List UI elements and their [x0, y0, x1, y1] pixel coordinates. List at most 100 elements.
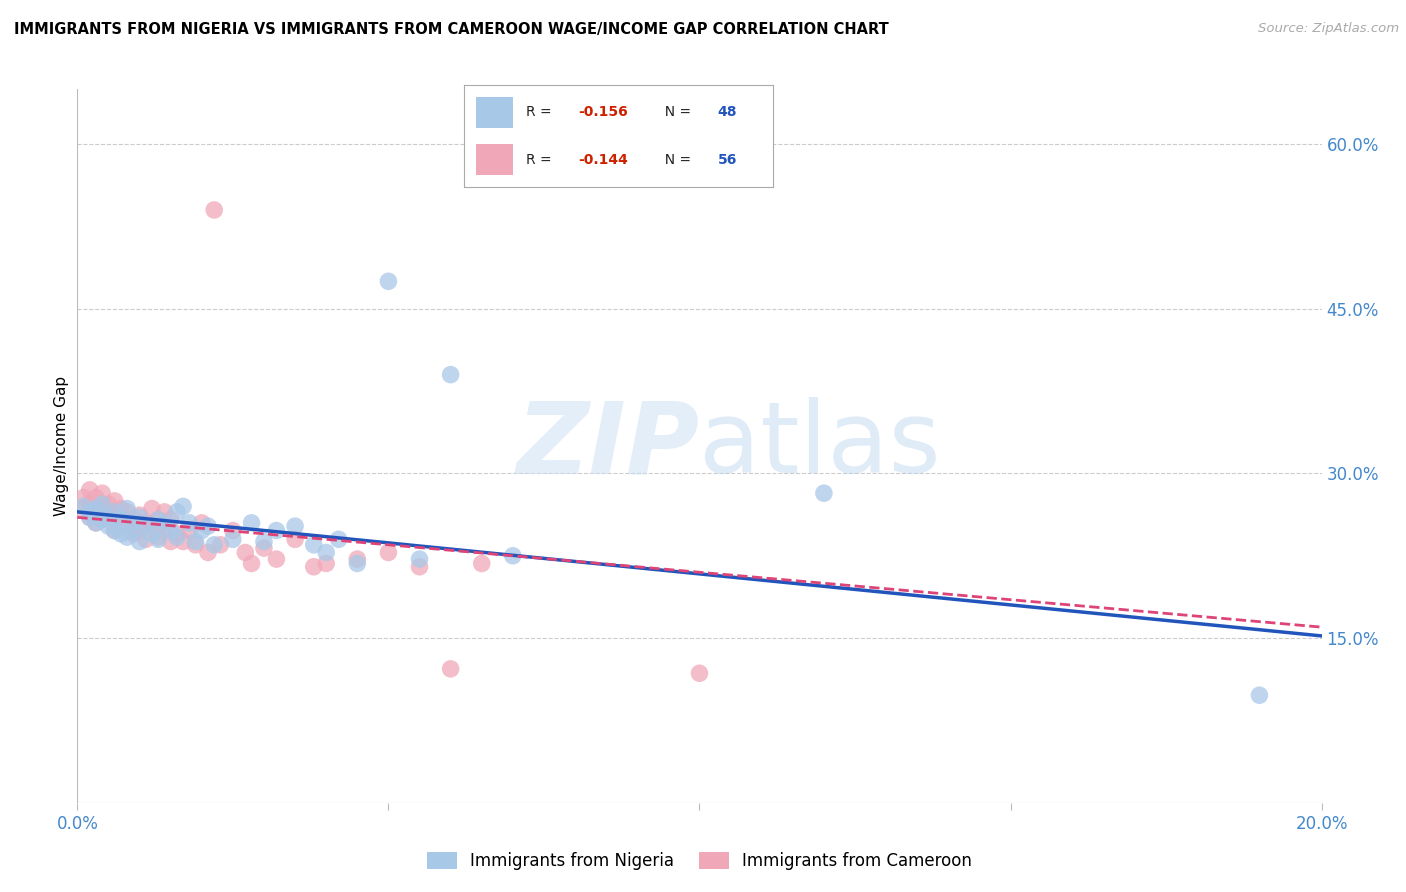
Point: [346, 557, 368, 571]
Point: [166, 526, 188, 541]
Point: [253, 541, 276, 555]
Point: [408, 552, 430, 566]
Point: [172, 500, 194, 514]
Point: [104, 505, 127, 519]
Point: [104, 524, 127, 538]
Point: [302, 559, 325, 574]
Point: [115, 505, 138, 519]
Point: [148, 512, 170, 526]
Point: [148, 533, 170, 547]
Point: [166, 505, 188, 519]
Point: [153, 516, 176, 530]
Point: [72, 500, 94, 514]
Legend: Immigrants from Nigeria, Immigrants from Cameroon: Immigrants from Nigeria, Immigrants from…: [420, 845, 979, 877]
Point: [84, 491, 107, 505]
Point: [166, 530, 188, 544]
Text: -0.144: -0.144: [578, 153, 628, 167]
Point: [84, 516, 107, 530]
Point: [440, 368, 463, 382]
Point: [104, 524, 127, 538]
Point: [179, 524, 201, 538]
Y-axis label: Wage/Income Gap: Wage/Income Gap: [53, 376, 69, 516]
Point: [84, 501, 107, 516]
Point: [104, 512, 127, 526]
Point: [222, 533, 245, 547]
Point: [159, 534, 181, 549]
Point: [689, 666, 711, 681]
Point: [91, 512, 114, 526]
Text: ZIP: ZIP: [516, 398, 700, 494]
Text: 56: 56: [717, 153, 737, 167]
Text: R =: R =: [526, 105, 555, 120]
Point: [128, 524, 150, 538]
Point: [91, 501, 114, 516]
Point: [222, 524, 245, 538]
Point: [110, 516, 132, 530]
Point: [197, 519, 219, 533]
Point: [377, 274, 399, 288]
Point: [141, 519, 163, 533]
Point: [135, 533, 157, 547]
Point: [302, 538, 325, 552]
Point: [97, 519, 120, 533]
Point: [110, 512, 132, 526]
Point: [184, 538, 207, 552]
Point: [202, 202, 225, 217]
Point: [79, 510, 101, 524]
Point: [377, 545, 399, 559]
Point: [72, 501, 94, 516]
Point: [97, 508, 120, 523]
Point: [122, 512, 145, 526]
Point: [128, 510, 150, 524]
Point: [240, 516, 263, 530]
Text: N =: N =: [655, 105, 695, 120]
Point: [813, 486, 835, 500]
Point: [91, 486, 114, 500]
Point: [104, 494, 127, 508]
Point: [97, 497, 120, 511]
Text: R =: R =: [526, 153, 555, 167]
Point: [315, 545, 337, 559]
Point: [135, 519, 157, 533]
Point: [148, 530, 170, 544]
Point: [172, 534, 194, 549]
Point: [328, 533, 350, 547]
Point: [91, 497, 114, 511]
Point: [179, 516, 201, 530]
Point: [79, 510, 101, 524]
Point: [253, 534, 276, 549]
Point: [209, 538, 232, 552]
Point: [346, 552, 368, 566]
Text: IMMIGRANTS FROM NIGERIA VS IMMIGRANTS FROM CAMEROON WAGE/INCOME GAP CORRELATION : IMMIGRANTS FROM NIGERIA VS IMMIGRANTS FR…: [14, 22, 889, 37]
Point: [440, 662, 463, 676]
Point: [148, 512, 170, 526]
Point: [159, 512, 181, 526]
Point: [79, 505, 101, 519]
Point: [202, 538, 225, 552]
Point: [153, 524, 176, 538]
Point: [284, 519, 307, 533]
Text: -0.156: -0.156: [578, 105, 628, 120]
Point: [240, 557, 263, 571]
Point: [408, 559, 430, 574]
Point: [191, 516, 214, 530]
Point: [502, 549, 524, 563]
Point: [97, 510, 120, 524]
Point: [159, 524, 181, 538]
Point: [141, 526, 163, 541]
Point: [115, 501, 138, 516]
Point: [91, 512, 114, 526]
Point: [191, 524, 214, 538]
FancyBboxPatch shape: [477, 145, 513, 175]
Point: [84, 505, 107, 519]
Point: [72, 491, 94, 505]
Text: atlas: atlas: [700, 398, 941, 494]
Point: [266, 524, 288, 538]
Point: [141, 501, 163, 516]
Text: 48: 48: [717, 105, 737, 120]
Point: [233, 545, 256, 559]
Point: [471, 557, 494, 571]
Point: [284, 533, 307, 547]
Text: Source: ZipAtlas.com: Source: ZipAtlas.com: [1258, 22, 1399, 36]
Point: [115, 530, 138, 544]
